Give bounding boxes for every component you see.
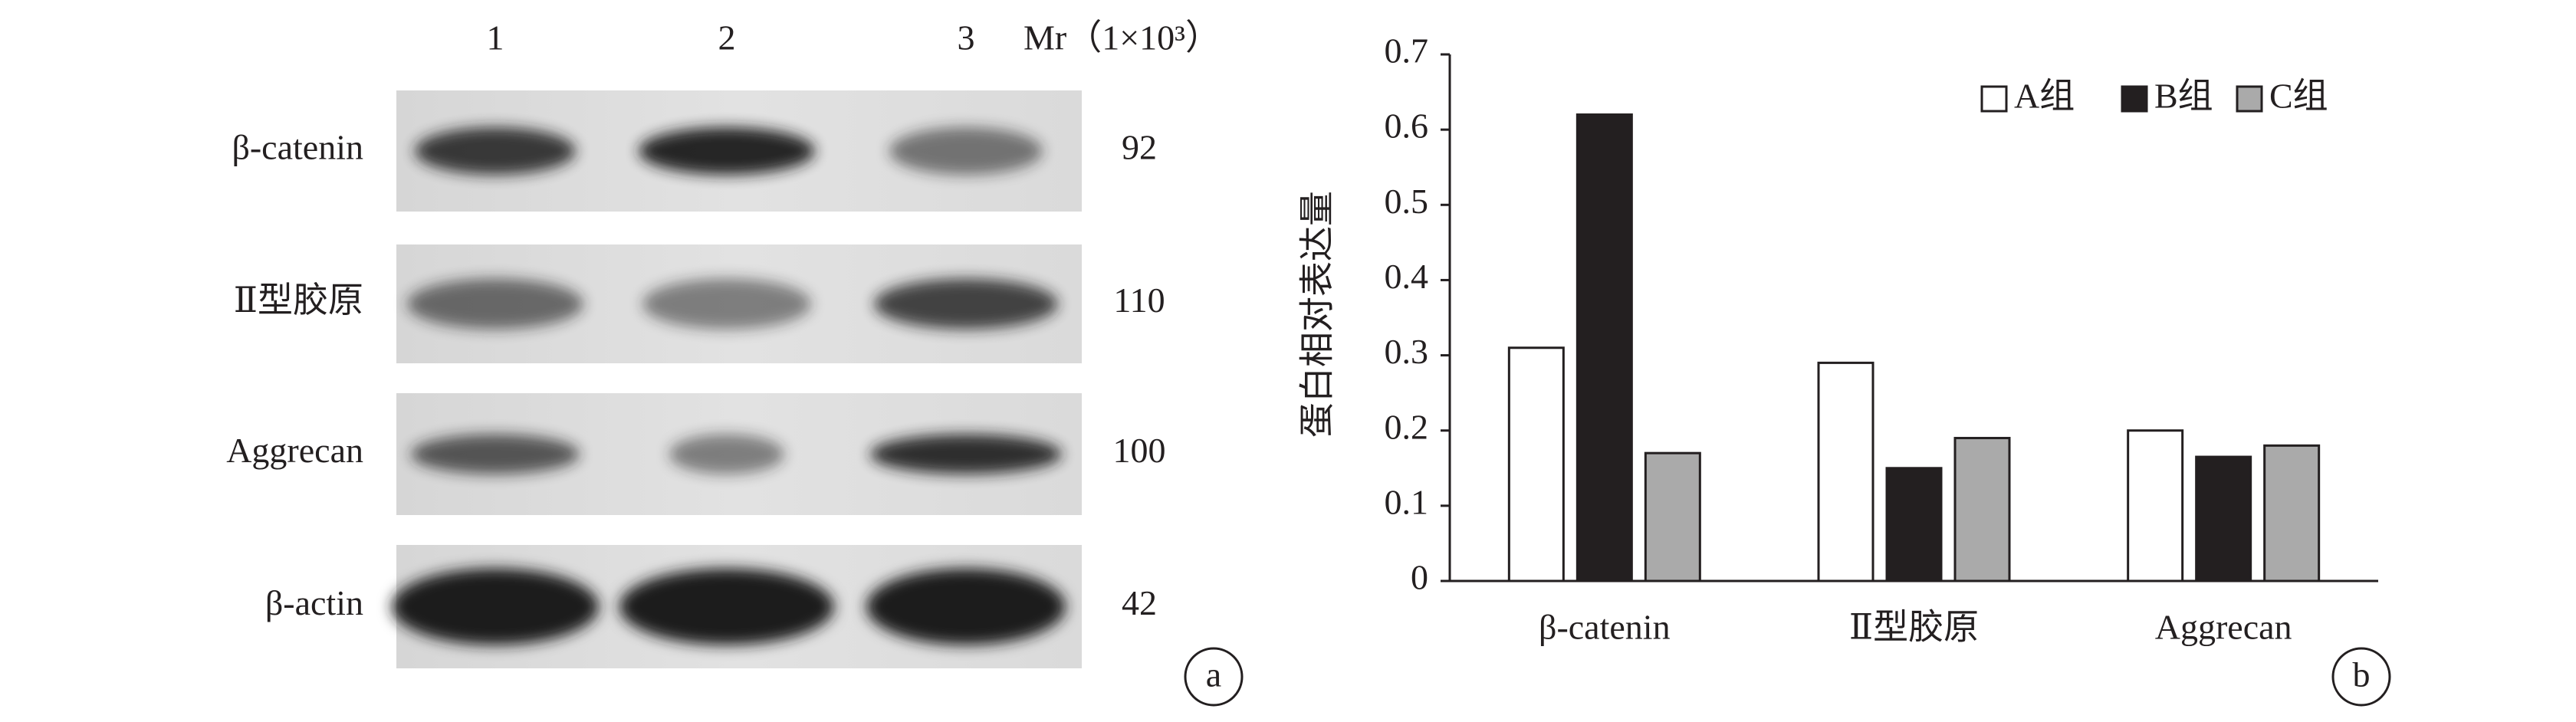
bar — [2263, 444, 2321, 583]
x-tick-label: Aggrecan — [2155, 608, 2292, 647]
mr-value: 100 — [1113, 431, 1166, 470]
legend-swatch — [2121, 85, 2148, 113]
bar — [2127, 429, 2184, 583]
y-tick-label: 0.5 — [1385, 182, 1429, 221]
bar — [1885, 467, 1943, 583]
panel-label-circle — [1184, 647, 1244, 707]
bar — [1953, 437, 2011, 583]
blot-band — [415, 127, 576, 175]
y-tick-label: 0.6 — [1385, 107, 1429, 146]
mr-value: 42 — [1122, 583, 1157, 622]
blot-band — [669, 434, 784, 474]
blot-band — [870, 434, 1062, 474]
bar — [1507, 346, 1565, 583]
row-label: β-catenin — [232, 128, 363, 167]
bar-chart: 0 0.1 0.2 0.3 0.4 0.5 0.6 0.7 蛋白相对表达量 β-catenin Ⅱ型… — [1298, 31, 2378, 647]
row-label: Ⅱ型胶原 — [234, 281, 363, 320]
mr-label: Mr（1×10³） — [1024, 18, 1221, 57]
blot-panel: 1 2 3 Mr（1×10³） β-catenin 92 Ⅱ型胶原 110 Aggrecan 10… — [226, 18, 1221, 668]
row-label: Aggrecan — [226, 431, 363, 470]
mr-value: 110 — [1113, 281, 1165, 320]
y-tick-label: 0.7 — [1385, 31, 1429, 71]
blot-band — [639, 127, 815, 175]
x-tick-label: Ⅱ型胶原 — [1849, 608, 1979, 647]
lane-label: 2 — [718, 18, 736, 57]
blot-band — [889, 127, 1043, 175]
y-tick-label: 0.4 — [1385, 257, 1429, 296]
y-axis-label: 蛋白相对表达量 — [1298, 191, 1337, 438]
blot-band — [411, 434, 580, 474]
y-tick-label: 0.1 — [1385, 482, 1429, 521]
panel-label-circle — [2331, 647, 2391, 707]
mr-value: 92 — [1122, 128, 1157, 167]
blot-band — [392, 568, 599, 645]
y-tick-label: 0.3 — [1385, 332, 1429, 371]
blot-band — [874, 278, 1058, 330]
x-tick-label: β-catenin — [1539, 608, 1671, 647]
blot-band — [407, 278, 583, 330]
blot-band — [866, 568, 1066, 645]
lane-label: 1 — [487, 18, 504, 57]
y-tick-label: 0 — [1411, 558, 1428, 597]
legend-label: A组 — [2014, 77, 2075, 116]
bar — [2195, 455, 2252, 583]
legend-label: C组 — [2269, 77, 2328, 116]
blot-band — [642, 278, 811, 330]
row-label: β-actin — [265, 583, 363, 622]
bar — [1576, 113, 1633, 583]
lane-label: 3 — [958, 18, 975, 57]
legend-label: B组 — [2154, 77, 2213, 116]
panel-label: b — [2353, 655, 2371, 694]
legend-swatch — [1980, 85, 2008, 113]
legend-swatch — [2236, 85, 2263, 113]
bar — [1817, 361, 1875, 583]
y-tick-label: 0.2 — [1385, 407, 1429, 446]
bar — [1644, 451, 1701, 583]
blot-band — [619, 568, 834, 645]
panel-label: a — [1206, 655, 1221, 694]
